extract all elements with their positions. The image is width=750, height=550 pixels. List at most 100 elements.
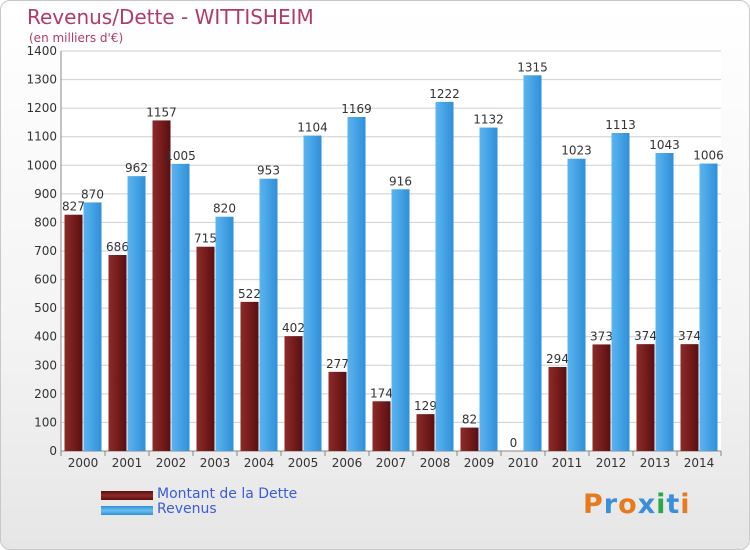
data-label: 1315 xyxy=(517,60,548,74)
data-label: 1043 xyxy=(649,138,680,152)
y-tick-label: 1300 xyxy=(26,73,57,87)
y-tick-label: 1000 xyxy=(26,158,57,172)
data-label: 1113 xyxy=(605,118,636,132)
y-tick-label: 100 xyxy=(34,415,57,429)
y-tick-label: 1200 xyxy=(26,101,57,115)
bar-revenus xyxy=(523,75,542,452)
data-label: 82 xyxy=(462,413,477,427)
bar-dette xyxy=(284,336,303,451)
logo-letter: i xyxy=(656,489,667,520)
data-label: 0 xyxy=(510,436,518,450)
data-label: 277 xyxy=(326,357,349,371)
y-tick-label: 0 xyxy=(49,444,57,458)
data-label: 374 xyxy=(678,329,701,343)
bar-dette xyxy=(460,427,479,451)
legend-swatch-revenus xyxy=(101,506,153,515)
x-tick-label: 2001 xyxy=(112,456,143,470)
data-label: 374 xyxy=(634,329,657,343)
bar-dette xyxy=(680,344,699,451)
bar-revenus xyxy=(127,176,146,451)
x-tick-label: 2010 xyxy=(508,456,539,470)
y-tick-label: 900 xyxy=(34,187,57,201)
bar-revenus xyxy=(391,189,410,452)
bar-revenus xyxy=(215,216,234,451)
x-tick-label: 2011 xyxy=(552,456,583,470)
y-tick-label: 500 xyxy=(34,301,57,315)
data-label: 916 xyxy=(389,174,412,188)
data-label: 1005 xyxy=(165,149,196,163)
data-label: 953 xyxy=(257,164,280,178)
x-tick-label: 2013 xyxy=(640,456,671,470)
bar-revenus xyxy=(83,202,102,451)
data-label: 1222 xyxy=(429,87,460,101)
y-tick-label: 200 xyxy=(34,387,57,401)
y-tick-label: 1400 xyxy=(26,44,57,58)
logo-letter: o xyxy=(618,489,638,520)
x-tick-label: 2012 xyxy=(596,456,627,470)
data-label: 129 xyxy=(414,399,437,413)
x-tick-label: 2005 xyxy=(288,456,319,470)
logo-letter: P xyxy=(583,489,604,520)
chart-title: Revenus/Dette - WITTISHEIM xyxy=(27,5,314,29)
logo-letter: x xyxy=(637,489,657,520)
bar-dette xyxy=(372,401,391,451)
bar-dette xyxy=(108,255,127,451)
x-tick-label: 2014 xyxy=(684,456,715,470)
data-label: 1006 xyxy=(693,149,724,163)
logo-letter: t xyxy=(666,489,681,520)
bar-revenus xyxy=(171,163,190,451)
bar-dette xyxy=(196,246,215,451)
bar-revenus xyxy=(567,158,586,451)
bar-dette xyxy=(328,371,347,451)
data-label: 962 xyxy=(125,161,148,175)
data-label: 870 xyxy=(81,187,104,201)
bar-dette xyxy=(240,301,259,451)
bar-revenus xyxy=(655,153,674,451)
legend-swatch-dette xyxy=(101,491,153,500)
y-tick-label: 300 xyxy=(34,358,57,372)
data-label: 522 xyxy=(238,287,261,301)
data-label: 174 xyxy=(370,386,393,400)
logo-letter: r xyxy=(603,489,619,520)
bar-dette xyxy=(152,120,171,451)
x-tick-label: 2009 xyxy=(464,456,495,470)
chart-subtitle: (en milliers d'€) xyxy=(29,31,124,45)
data-label: 402 xyxy=(282,321,305,335)
data-label: 1104 xyxy=(297,121,328,135)
data-label: 686 xyxy=(106,240,129,254)
y-tick-label: 700 xyxy=(34,244,57,258)
legend-label-revenus: Revenus xyxy=(157,501,217,517)
data-label: 715 xyxy=(194,232,217,246)
data-label: 820 xyxy=(213,202,236,216)
data-label: 373 xyxy=(590,329,613,343)
y-tick-label: 400 xyxy=(34,330,57,344)
x-tick-label: 2006 xyxy=(332,456,363,470)
x-tick-label: 2004 xyxy=(244,456,275,470)
bar-dette xyxy=(636,344,655,451)
data-label: 1169 xyxy=(341,102,372,116)
y-tick-label: 1100 xyxy=(26,130,57,144)
bar-revenus xyxy=(303,135,322,452)
bar-dette xyxy=(416,414,435,451)
y-tick-label: 800 xyxy=(34,215,57,229)
proxiti-logo: Proxiti xyxy=(583,489,691,520)
data-label: 1023 xyxy=(561,144,592,158)
data-label: 1157 xyxy=(146,105,177,119)
x-tick-label: 2008 xyxy=(420,456,451,470)
x-tick-label: 2007 xyxy=(376,456,407,470)
data-label: 1132 xyxy=(473,113,504,127)
data-label: 827 xyxy=(62,200,85,214)
bar-dette xyxy=(592,344,611,451)
legend-label-dette: Montant de la Dette xyxy=(157,486,298,502)
bar-revenus xyxy=(259,178,278,451)
bar-revenus xyxy=(347,117,366,451)
bar-dette xyxy=(548,367,567,451)
y-tick-label: 600 xyxy=(34,273,57,287)
bar-dette xyxy=(64,214,83,451)
data-label: 294 xyxy=(546,352,569,366)
bar-revenus xyxy=(611,133,630,451)
bar-revenus xyxy=(699,163,718,452)
bar-revenus xyxy=(435,101,454,451)
